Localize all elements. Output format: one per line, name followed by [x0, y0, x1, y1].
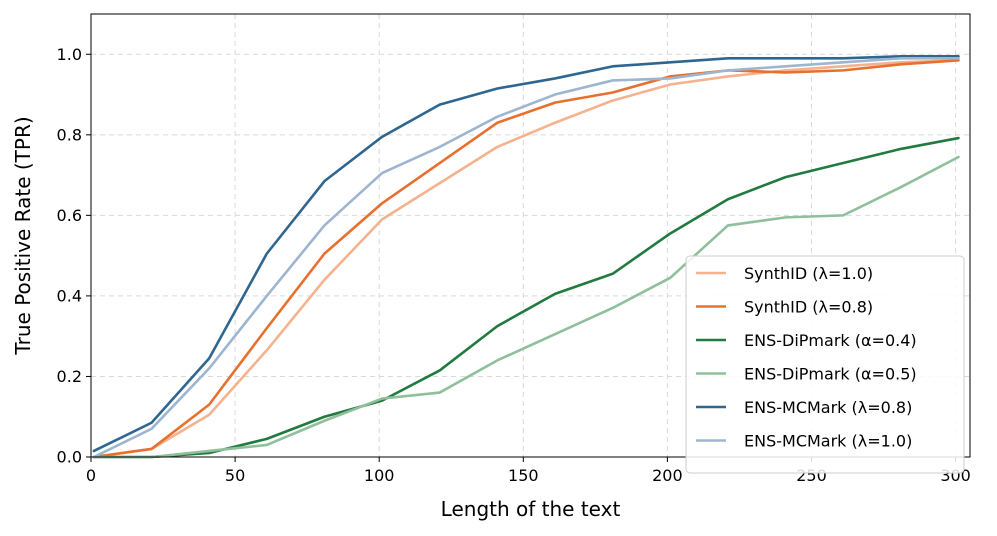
legend-label-2: ENS-DiPmark (α=0.4) [744, 331, 917, 350]
x-tick-label: 50 [225, 466, 245, 485]
y-tick-label: 0.0 [57, 448, 82, 467]
series-line-5 [92, 56, 960, 459]
x-tick-label: 100 [364, 466, 395, 485]
series-line-3 [92, 155, 960, 459]
legend-label-4: ENS-MCMark (λ=0.8) [744, 398, 912, 417]
legend-label-1: SynthID (λ=0.8) [744, 298, 873, 317]
y-tick-label: 1.0 [57, 45, 82, 64]
series-line-1 [92, 59, 960, 459]
y-tick-label: 0.2 [57, 367, 82, 386]
y-tick-label: 0.8 [57, 125, 82, 144]
x-tick-label: 0 [86, 466, 96, 485]
series-line-4 [92, 54, 960, 453]
y-tick-label: 0.6 [57, 206, 82, 225]
plot-frame [90, 13, 971, 458]
x-tick-label: 150 [508, 466, 539, 485]
legend-label-5: ENS-MCMark (λ=1.0) [744, 432, 912, 451]
series-line-0 [92, 59, 960, 459]
y-tick-label: 0.4 [57, 286, 82, 305]
x-axis-title: Length of the text [441, 497, 621, 521]
series-line-2 [92, 136, 960, 459]
legend-label-3: ENS-DiPmark (α=0.5) [744, 365, 917, 384]
legend-box [685, 255, 965, 474]
legend: SynthID (λ=1.0) SynthID (λ=0.8) ENS-DiPmar… [685, 255, 965, 474]
legend-label-0: SynthID (λ=1.0) [744, 264, 873, 283]
series-lines [92, 54, 960, 459]
x-tick-label: 200 [652, 466, 683, 485]
y-axis-title: True Positive Rate (TPR) [11, 116, 35, 355]
